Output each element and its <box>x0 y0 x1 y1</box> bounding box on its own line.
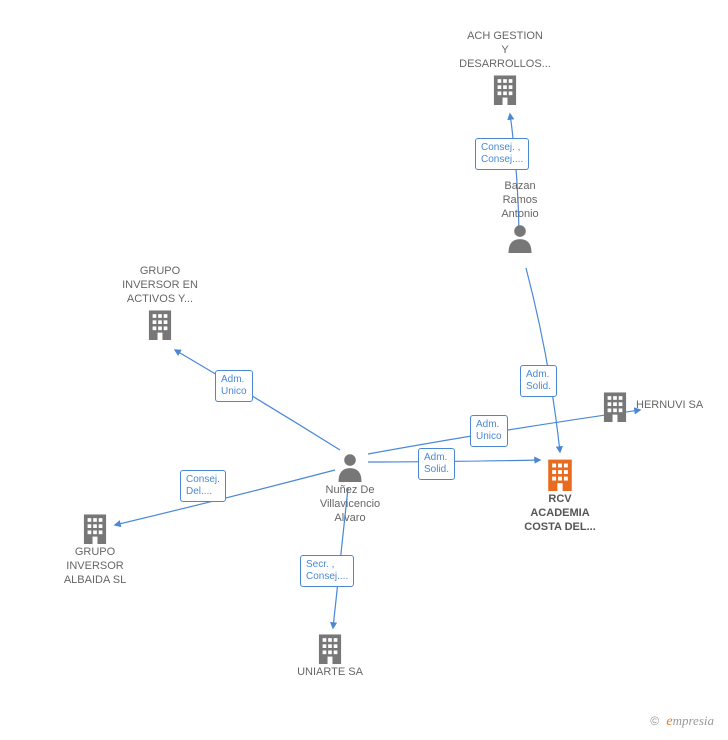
edge-label[interactable]: Secr. , Consej.... <box>300 555 354 587</box>
node-label: UNIARTE SA <box>270 666 390 680</box>
node-label: GRUPO INVERSOR EN ACTIVOS Y... <box>100 265 220 306</box>
node-grupo-albaida[interactable]: GRUPO INVERSOR ALBAIDA SL <box>35 510 155 587</box>
node-rcv-academia[interactable]: RCV ACADEMIA COSTA DEL... <box>500 455 620 534</box>
node-grupo-activos[interactable]: GRUPO INVERSOR EN ACTIVOS Y... <box>100 265 220 342</box>
building-icon <box>270 632 390 664</box>
edge-label[interactable]: Adm. Unico <box>470 415 508 447</box>
node-label: Nuñez De Villavicencio Alvaro <box>290 484 410 525</box>
person-icon <box>290 452 410 482</box>
node-label: ACH GESTION Y DESARROLLOS... <box>445 30 565 71</box>
building-icon <box>500 457 620 491</box>
node-label: GRUPO INVERSOR ALBAIDA SL <box>35 546 155 587</box>
edge-label[interactable]: Adm. Solid. <box>418 448 455 480</box>
node-uniarte[interactable]: UNIARTE SA <box>270 630 390 680</box>
node-ach-gestion[interactable]: ACH GESTION Y DESARROLLOS... <box>445 30 565 107</box>
edge-label[interactable]: Consej. , Consej.... <box>475 138 529 170</box>
brand-rest: mpresia <box>673 713 714 728</box>
building-icon <box>35 512 155 544</box>
node-label: Bazan Ramos Antonio <box>460 180 580 221</box>
edge-path <box>175 350 340 450</box>
footer-credit: © empresia <box>650 713 714 730</box>
node-bazan-ramos[interactable]: Bazan Ramos Antonio <box>460 180 580 255</box>
edge-label[interactable]: Adm. Solid. <box>520 365 557 397</box>
node-hernuvi[interactable]: HERNUVI SA <box>600 390 728 422</box>
node-label: RCV ACADEMIA COSTA DEL... <box>500 493 620 534</box>
node-nunez[interactable]: Nuñez De Villavicencio Alvaro <box>290 450 410 525</box>
edges-layer <box>0 0 728 740</box>
edge-path <box>526 268 560 452</box>
person-icon <box>460 223 580 253</box>
edge-label[interactable]: Consej. Del.... <box>180 470 226 502</box>
node-label: HERNUVI SA <box>636 399 703 413</box>
copyright-symbol: © <box>650 714 659 728</box>
building-icon <box>600 390 630 422</box>
building-icon <box>100 308 220 340</box>
diagram-canvas: ACH GESTION Y DESARROLLOS... Bazan Ramos… <box>0 0 728 740</box>
edge-label[interactable]: Adm. Unico <box>215 370 253 402</box>
building-icon <box>445 73 565 105</box>
